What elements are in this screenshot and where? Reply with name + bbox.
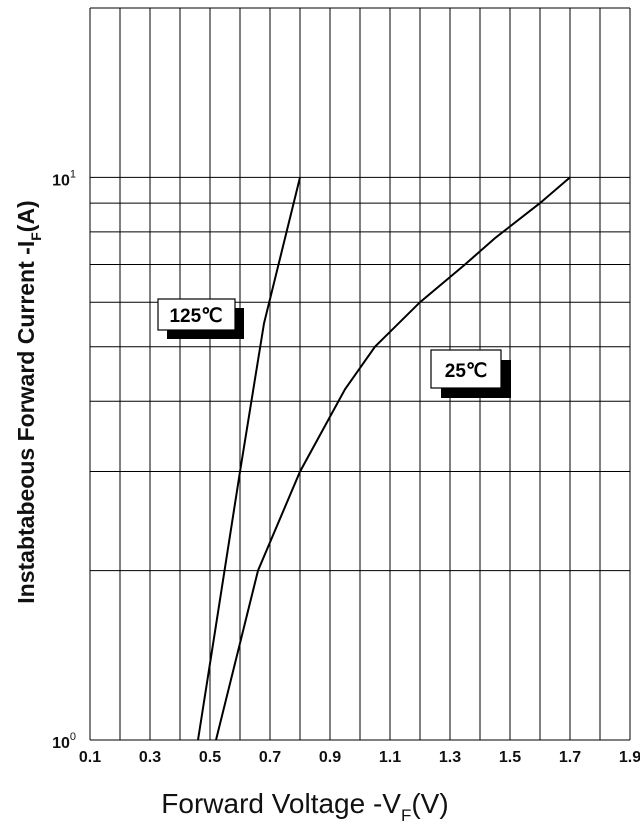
y-axis-title: Instabtabeous Forward Current -IF(A)	[13, 200, 44, 603]
y-axis-title-main: Instabtabeous Forward Current -I	[13, 241, 39, 604]
x-axis-title-tail: (V)	[411, 788, 448, 819]
label-25c-text: 25℃	[445, 361, 487, 382]
x-axis-title-main: Forward Voltage -V	[161, 788, 401, 819]
label-125c-text: 125℃	[169, 306, 222, 327]
x-tick-label: 1.3	[439, 749, 461, 766]
x-tick-label: 0.7	[259, 749, 281, 766]
y-tick-exponent: 0	[70, 731, 76, 743]
x-tick-label: 1.7	[559, 749, 581, 766]
x-tick-label: 1.5	[499, 749, 521, 766]
series-line-25c	[215, 176, 571, 741]
x-tick-label: 1.1	[379, 749, 401, 766]
x-tick-label: 1.9	[619, 749, 640, 766]
y-tick-base: 10	[52, 172, 70, 189]
label-25c: 25℃	[430, 349, 511, 398]
y-tick-label: 100	[52, 731, 76, 752]
y-tick-base: 10	[52, 735, 70, 752]
x-tick-label: 0.5	[199, 749, 221, 766]
grid	[89, 7, 631, 741]
y-tick-exponent: 1	[70, 168, 76, 180]
series-line-125c	[197, 177, 301, 741]
x-tick-label: 0.9	[319, 749, 341, 766]
y-axis-title-tail: (A)	[13, 200, 39, 232]
y-tick-label: 101	[52, 168, 76, 189]
y-axis-title-sub: F	[28, 232, 44, 241]
x-axis-title-sub: F	[401, 806, 411, 825]
label-125c-box	[157, 298, 236, 331]
curves	[197, 176, 571, 741]
x-tick-label: 0.1	[79, 749, 101, 766]
x-tick-label: 0.3	[139, 749, 161, 766]
label-125c: 125℃	[157, 298, 244, 339]
label-25c-box	[430, 349, 502, 389]
x-axis-title: Forward Voltage -VF(V)	[161, 788, 448, 825]
